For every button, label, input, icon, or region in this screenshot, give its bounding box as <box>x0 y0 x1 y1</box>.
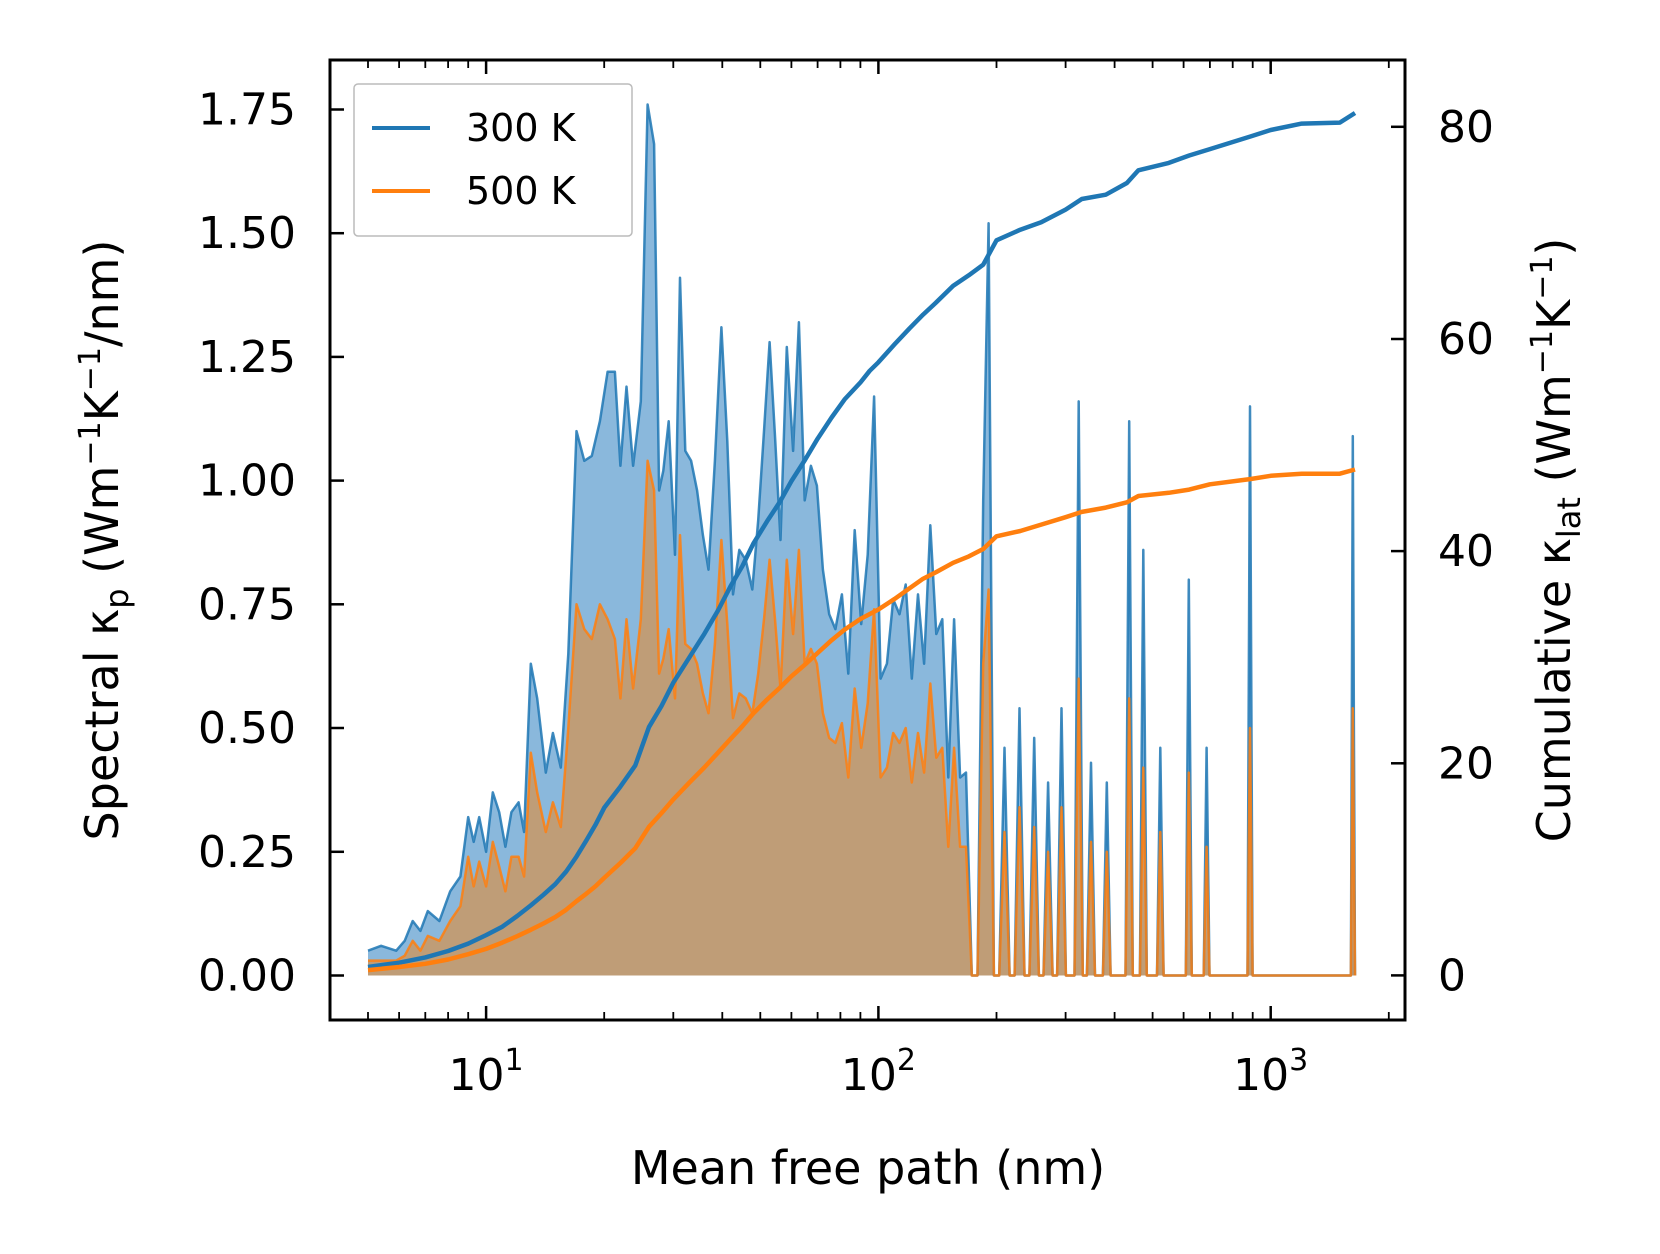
y-right-axis-title: Cumulative κlat (Wm−1K−1) <box>1525 238 1588 843</box>
x-tick-exponent: 3 <box>1289 1043 1308 1078</box>
x-tick-exponent: 1 <box>505 1043 524 1078</box>
x-axis-title: Mean free path (nm) <box>631 1141 1105 1195</box>
y-left-axis-title: Spectral κp (Wm−1K−1/nm) <box>73 240 136 841</box>
cumulative-lines <box>367 111 1357 973</box>
spectral-fill-500k <box>368 460 1355 976</box>
y-right-tick-label: 20 <box>1438 738 1494 789</box>
y-left-tick-label: 0.50 <box>198 703 296 754</box>
y-right-tick-label: 40 <box>1438 526 1494 577</box>
spectral-edges <box>367 103 1357 977</box>
y-left-tick-label: 1.25 <box>198 332 296 383</box>
x-tick-exponent: 2 <box>897 1043 916 1078</box>
y-left-tick-label: 1.50 <box>198 208 296 259</box>
cumulative-line-500k <box>367 467 1356 973</box>
legend-label-300k: 300 K <box>466 106 577 150</box>
spectral-edge-500k <box>368 459 1357 977</box>
spectral-fills <box>368 104 1355 976</box>
legend: 300 K 500 K <box>353 83 633 237</box>
x-tick-label: 103 <box>1233 1043 1308 1101</box>
cumulative-line-300k <box>367 111 1357 970</box>
y-left-tick-label: 0.75 <box>198 579 296 630</box>
x-axis-ticks: 101 102 103 <box>329 60 1390 1101</box>
y-right-tick-label: 80 <box>1438 102 1494 153</box>
plot-frame <box>328 58 1407 1022</box>
y-left-tick-label: 1.75 <box>198 85 296 136</box>
y-left-ticks: 0.00 0.25 0.50 0.75 1.00 1.25 1.50 1.75 <box>198 85 344 1002</box>
y-left-tick-label: 1.00 <box>198 456 296 507</box>
x-tick-label: 102 <box>841 1043 916 1101</box>
legend-box <box>353 83 633 237</box>
x-tick-base: 10 <box>449 1050 505 1101</box>
y-left-tick-label: 0.25 <box>198 827 296 878</box>
x-tick-base: 10 <box>841 1050 897 1101</box>
y-right-tick-label: 0 <box>1438 950 1466 1001</box>
x-tick-label: 101 <box>449 1043 524 1101</box>
y-right-ticks: 0 20 40 60 80 <box>1391 102 1494 1001</box>
y-left-tick-label: 0.00 <box>198 951 296 1002</box>
y-right-tick-label: 60 <box>1438 314 1494 365</box>
legend-label-500k: 500 K <box>466 169 577 213</box>
x-tick-base: 10 <box>1233 1050 1289 1101</box>
